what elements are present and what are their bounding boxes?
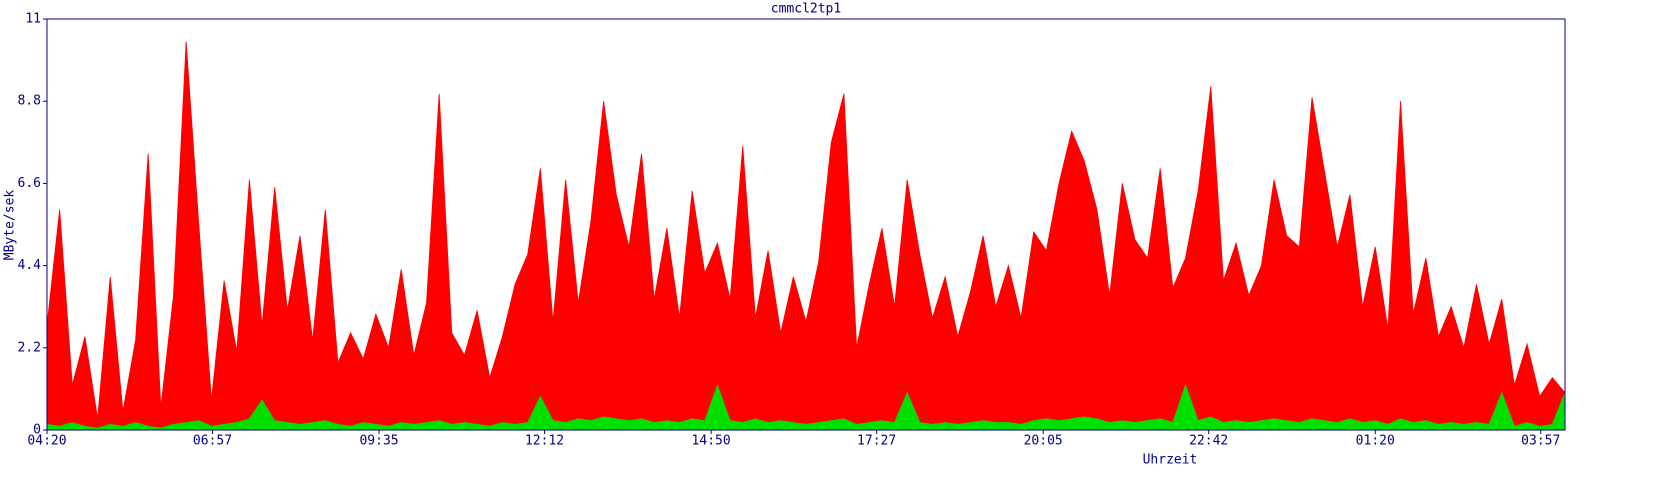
y-tick-label: 4.4	[18, 258, 42, 273]
x-tick-label: 01:20	[1356, 434, 1395, 449]
series-area	[46, 383, 1566, 431]
y-axis-label: MByte/sek	[3, 190, 18, 261]
x-tick-label: 06:57	[193, 434, 232, 449]
plot-frame	[46, 18, 1566, 431]
series-area	[46, 41, 1566, 431]
y-tick-label: 0	[33, 423, 41, 438]
x-axis-label: Uhrzeit	[1143, 453, 1198, 468]
y-tick-label: 6.6	[18, 176, 41, 191]
x-tick-label: 03:57	[1521, 434, 1560, 449]
y-tick-label: 8.8	[18, 94, 41, 109]
y-tick-label: 11	[25, 12, 41, 27]
x-tick-label: 12:12	[525, 434, 564, 449]
x-tick-label: 09:35	[359, 434, 398, 449]
chart-title: cmmcl2tp1	[771, 2, 841, 17]
x-tick-label: 14:50	[692, 434, 731, 449]
x-tick-label: 20:05	[1024, 434, 1063, 449]
y-tick-label: 2.2	[18, 340, 41, 355]
x-tick-label: 17:27	[857, 434, 896, 449]
x-tick-label: 04:20	[27, 434, 66, 449]
x-tick-label: 22:42	[1189, 434, 1228, 449]
